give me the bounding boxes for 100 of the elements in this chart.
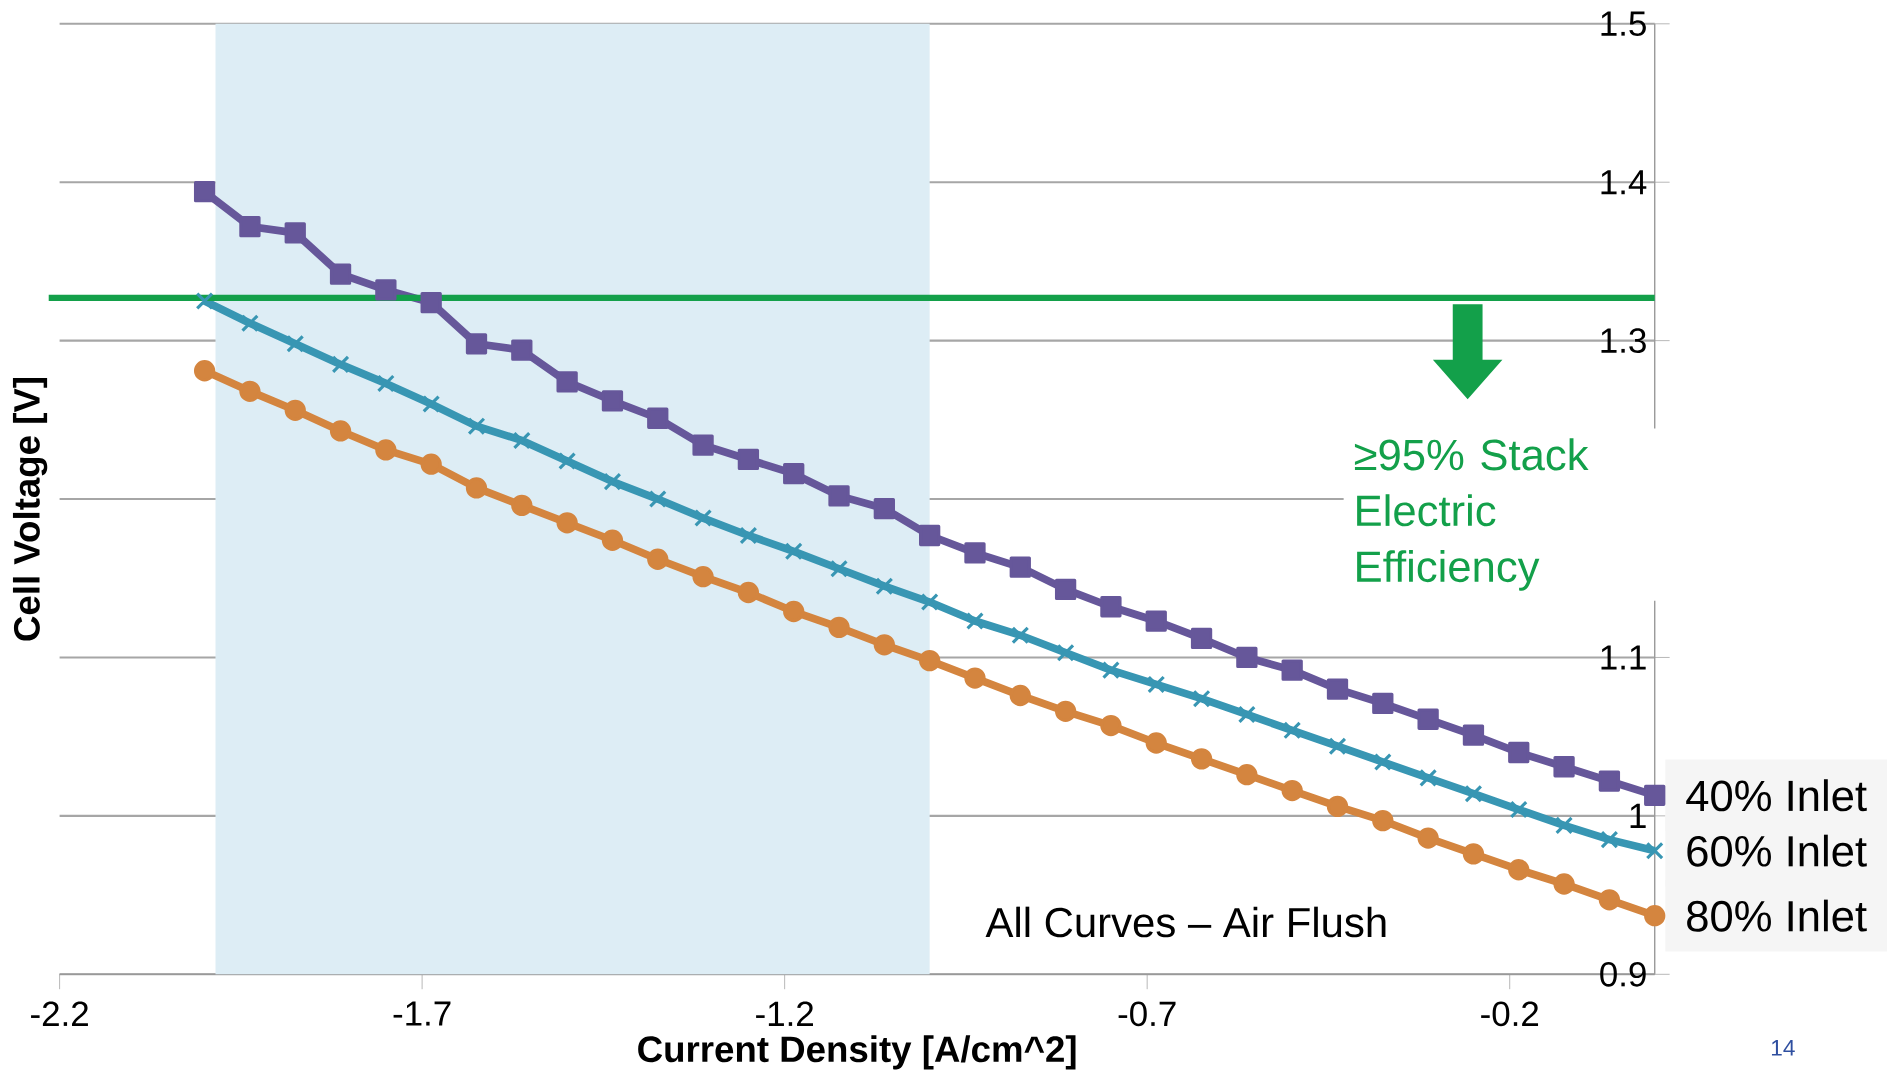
point [964, 667, 986, 689]
point [1417, 827, 1439, 849]
point [420, 453, 442, 475]
text: 14 [1771, 1039, 1795, 1056]
point [919, 649, 941, 672]
point [329, 263, 352, 285]
point [647, 548, 669, 570]
point [375, 439, 397, 461]
point [737, 448, 760, 471]
point [1281, 659, 1303, 681]
point [1145, 610, 1167, 632]
annotation: All Curves – Air Flush [985, 906, 1386, 938]
point [1373, 753, 1392, 771]
point [1462, 843, 1485, 865]
y-tick-label: 0.9 [1600, 961, 1646, 987]
point [1372, 692, 1394, 715]
point [783, 600, 805, 623]
point [1645, 841, 1664, 860]
point [692, 565, 714, 588]
point [1644, 784, 1666, 806]
y-tick-label: 1.4 [1601, 170, 1647, 195]
point [601, 390, 624, 412]
point [1598, 889, 1621, 911]
point [286, 334, 305, 353]
point [1372, 809, 1394, 832]
point [648, 490, 667, 508]
point [1101, 661, 1120, 680]
point [1598, 770, 1621, 792]
point [239, 215, 261, 238]
point [375, 279, 397, 301]
point [739, 526, 758, 545]
point [603, 472, 622, 491]
annotation: ≥95% Stack Electric Efficiency [1354, 438, 1589, 591]
point [1009, 556, 1031, 578]
point [828, 616, 850, 638]
series-label: 80% Inlet [1687, 899, 1867, 932]
series-label: 40% Inlet [1686, 779, 1867, 812]
point [737, 581, 760, 604]
point [331, 355, 350, 374]
point [556, 512, 578, 534]
point [873, 634, 895, 656]
point [512, 431, 531, 450]
point [873, 497, 895, 520]
series-label: 60% Inlet [1687, 834, 1867, 867]
point [1281, 779, 1303, 802]
point [1236, 646, 1258, 669]
point [511, 339, 533, 361]
point [1100, 596, 1122, 618]
point [1419, 768, 1438, 787]
point [1417, 708, 1439, 730]
point [329, 420, 352, 442]
x-tick-label: -2.2 [31, 1001, 88, 1026]
point [1600, 830, 1619, 849]
point [1326, 795, 1349, 817]
point [465, 477, 488, 499]
point [692, 434, 714, 456]
point [647, 407, 669, 429]
point [828, 485, 850, 507]
y-tick-label: 1 [1630, 803, 1646, 828]
point [1508, 741, 1530, 764]
point [1190, 627, 1213, 650]
point [966, 612, 984, 630]
point [240, 314, 259, 333]
x-tick-label: -0.2 [1481, 1001, 1539, 1027]
point [467, 417, 486, 436]
point [1054, 578, 1077, 600]
point [193, 360, 216, 382]
x-tick-label: -0.7 [1118, 1001, 1176, 1027]
point [920, 593, 939, 611]
point [601, 529, 624, 551]
point [1644, 904, 1666, 927]
point [1009, 684, 1031, 707]
point [875, 577, 894, 596]
point [1237, 705, 1256, 724]
point [694, 509, 713, 527]
point [1011, 626, 1030, 645]
point [1190, 748, 1213, 770]
point [376, 374, 395, 393]
y-tick-label: 1.1 [1601, 645, 1646, 670]
point [1192, 689, 1211, 708]
point [1509, 800, 1528, 819]
x-tick-label: -1.7 [393, 1001, 451, 1026]
point [1236, 764, 1258, 786]
point [284, 399, 306, 421]
point [784, 542, 803, 561]
point [1326, 678, 1349, 700]
point [1283, 721, 1302, 740]
point [1508, 859, 1530, 881]
point [1145, 732, 1167, 754]
point [783, 463, 805, 485]
point [1553, 873, 1575, 895]
point [1054, 700, 1077, 722]
point [1100, 714, 1122, 737]
point [422, 394, 441, 413]
point [195, 292, 214, 310]
x-tick-label: -1.2 [756, 1001, 813, 1026]
point [1464, 784, 1483, 803]
point [1056, 643, 1075, 662]
point [919, 524, 941, 547]
point [284, 222, 306, 244]
